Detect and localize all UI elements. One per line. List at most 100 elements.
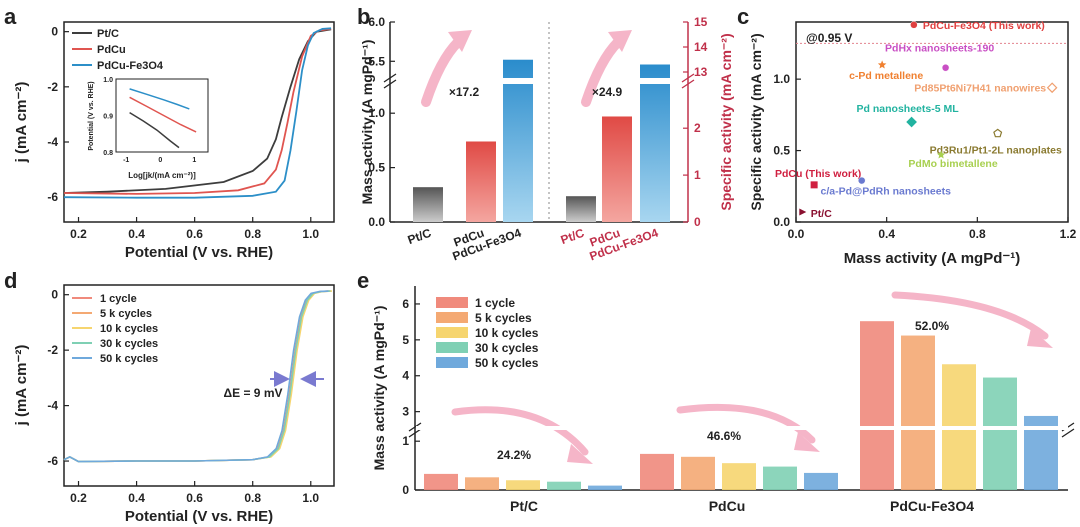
right-tick-label: 15 <box>694 15 708 29</box>
specific-activity-bar <box>566 196 596 222</box>
inset-frame <box>115 78 209 153</box>
x-tick-label: 0.0 <box>788 227 805 241</box>
y-tick-label: -4 <box>47 135 58 149</box>
x-tick-label: 0.4 <box>128 491 145 505</box>
legend-swatch <box>436 312 468 323</box>
left-tick-label: 0.0 <box>368 215 385 229</box>
panel-b-right-label: Specific activity (mA cm⁻²) <box>718 33 734 210</box>
data-point-label: PdCu-Fe3O4 (This work) <box>923 20 1045 32</box>
category-label: PdCu <box>709 498 746 514</box>
mass-activity-bar <box>860 321 894 490</box>
mass-ratio-annotation: ×17.2 <box>449 85 480 99</box>
inset-y-tick-label: 1.0 <box>103 77 113 84</box>
left-tick-label: 0.5 <box>368 161 385 175</box>
right-tick-label: 14 <box>694 40 708 54</box>
data-point-label: PdCu (This work) <box>775 168 861 180</box>
panel-c-xlabel: Mass activity (A mgPd⁻¹) <box>844 250 1021 267</box>
x-tick-label: 1.0 <box>302 227 319 241</box>
specific-ratio-annotation: ×24.9 <box>592 85 623 99</box>
panel-a-inset: -1 0 1 0.8 0.9 1.0 Log[jk/(mA cm⁻²)] Potentia… <box>88 77 209 180</box>
x-tick-label: 0.8 <box>969 227 986 241</box>
panel-a-legend: Pt/C PdCu PdCu-Fe3O4 <box>72 28 164 72</box>
y-tick-label: -2 <box>47 80 58 94</box>
y-tick-label: 4 <box>402 369 409 383</box>
panel-a-xlabel: Potential (V vs. RHE) <box>125 244 273 261</box>
x-tick-label: 0.6 <box>186 491 203 505</box>
y-tick-label: 0 <box>402 483 409 497</box>
legend-label: 1 cycle <box>100 293 137 305</box>
legend-label: 50 k cycles <box>475 356 539 370</box>
panel-label-a: a <box>4 4 17 29</box>
panel-b-left-break <box>383 73 397 89</box>
panel-d-ylabel: j (mA cm⁻²) <box>13 345 30 427</box>
legend-label: 5 k cycles <box>100 308 152 320</box>
legend-swatch <box>436 297 468 308</box>
tafel-line <box>129 96 197 133</box>
panel-label-d: d <box>4 268 17 293</box>
data-point-label: Pd nanosheets-5 ML <box>857 103 960 115</box>
inset-x-tick-label: 0 <box>158 157 162 164</box>
mass-activity-bar <box>681 456 715 490</box>
inset-y-tick-label: 0.8 <box>103 150 113 157</box>
y-tick-label: -6 <box>47 454 58 468</box>
legend-label: 1 cycle <box>475 296 515 310</box>
y-tick-label: -2 <box>47 343 58 357</box>
mass-activity-bar <box>640 453 674 490</box>
panel-d-xlabel: Potential (V vs. RHE) <box>125 508 273 525</box>
x-tick-label: 0.4 <box>878 227 895 241</box>
mass-activity-bar <box>424 473 458 490</box>
panel-e-stability-bars: 0 1 3 4 5 6 Pt/C PdCu PdCu-Fe3O4 24.2% 46.6% 52.0… <box>371 286 1075 514</box>
y-tick-label: -4 <box>47 399 58 413</box>
bar-break-gap <box>637 78 673 84</box>
mass-activity-bar <box>901 335 935 490</box>
legend-label: 30 k cycles <box>475 341 539 355</box>
legend-label: 10 k cycles <box>100 323 158 335</box>
legend-swatch <box>436 342 468 353</box>
panel-label-e: e <box>357 268 369 293</box>
data-point-label: Pd85Pt6Ni7H41 nanowires <box>914 83 1046 95</box>
y-tick-label: 0.0 <box>773 215 790 229</box>
tafel-line <box>129 111 180 149</box>
panel-a-ylabel: j (mA cm⁻²) <box>13 82 30 164</box>
panel-label-c: c <box>737 4 749 29</box>
panel-e-ylabel: Mass activity (A mgPd⁻¹) <box>371 306 387 471</box>
legend-label: PdCu <box>97 44 126 56</box>
data-point-marker <box>1046 82 1058 94</box>
decay-arrow-icon <box>567 444 593 464</box>
data-point-marker <box>936 150 946 159</box>
legend-label: 5 k cycles <box>475 311 532 325</box>
mass-activity-bar <box>804 472 838 490</box>
data-point-marker <box>941 63 950 72</box>
x-tick-label: 0.4 <box>128 227 145 241</box>
legend-swatch <box>436 327 468 338</box>
inset-x-tick-label: -1 <box>123 157 129 164</box>
x-tick-label: 0.2 <box>70 491 87 505</box>
condition-label: @0.95 V <box>806 31 852 45</box>
legend-label: 50 k cycles <box>100 353 158 365</box>
lsv-curve <box>63 27 332 199</box>
mass-activity-bar <box>983 377 1017 490</box>
x-tick-label: 0.8 <box>244 227 261 241</box>
lsv-curve <box>63 290 329 463</box>
panel-a-lsv-chart: 0.2 0.4 0.6 0.8 1.0 0 -2 -4 -6 Potential (V vs.… <box>13 21 335 261</box>
growth-arrow-icon <box>608 30 632 52</box>
mass-activity-bar <box>722 463 756 490</box>
growth-arrow-icon <box>448 30 472 52</box>
category-label: Pt/C <box>406 226 434 247</box>
data-point-label: c-Pd metallene <box>849 70 923 82</box>
legend-label: 10 k cycles <box>475 326 539 340</box>
x-tick-label: 1.0 <box>302 491 319 505</box>
left-tick-label: 1.0 <box>368 106 385 120</box>
y-tick-label: 1.0 <box>773 72 790 86</box>
panel-c-benchmark-scatter: 0.0 0.4 0.8 1.2 0.0 0.5 1.0 PdCu-Fe3O4 (This w… <box>748 20 1077 267</box>
data-point-label: PdMo bimetallene <box>908 158 997 170</box>
data-point-label: Pd3Ru1/Pt1-2L nanoplates <box>930 144 1062 156</box>
left-tick-label: 6.0 <box>368 15 385 29</box>
data-point-marker <box>857 176 866 185</box>
category-label: Pt/C <box>559 226 587 247</box>
right-tick-label: 0 <box>694 215 701 229</box>
panel-d-legend: 1 cycle 5 k cycles 10 k cycles 30 k cycles 5… <box>72 293 158 365</box>
